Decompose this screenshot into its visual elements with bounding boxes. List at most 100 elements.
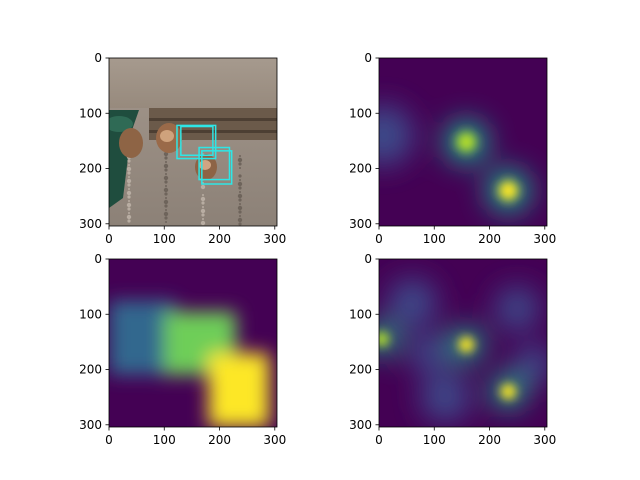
detection-box (176, 124, 217, 160)
x-tick-label: 200 (208, 232, 231, 246)
heatmap-peak (500, 383, 517, 400)
photo-gravel (201, 201, 205, 205)
y-tick-label: 200 (349, 162, 372, 176)
heatmap-peak (498, 180, 519, 201)
photo-gravel (164, 204, 168, 208)
heatmap-peak (456, 132, 477, 152)
photo-gravel (239, 155, 241, 157)
axes-frame (108, 57, 278, 227)
x-tick-label: 300 (263, 433, 286, 447)
photo-gravel (238, 174, 242, 178)
x-tick-label: 300 (263, 232, 286, 246)
photo-gravel (200, 196, 206, 202)
photo-gravel (164, 192, 168, 196)
y-tick-label: 300 (79, 217, 102, 231)
photo-gravel (165, 221, 167, 223)
detection-box (198, 146, 231, 181)
x-tick-label: 300 (533, 232, 556, 246)
heatmap-blob (409, 333, 449, 373)
heatmap-peak (458, 336, 475, 353)
y-tick-label: 300 (79, 418, 102, 432)
detection-box (201, 150, 233, 185)
photo-gravel (164, 180, 168, 184)
photo-gravel (239, 167, 241, 169)
photo-gravel (165, 197, 167, 199)
axes-frame (378, 57, 548, 227)
axes-frame (378, 258, 548, 428)
photo-quail-chest (199, 160, 211, 170)
heatmap-region (208, 352, 270, 427)
x-tick-label: 300 (533, 433, 556, 447)
detection-box (180, 125, 214, 157)
heatmap-blob (514, 344, 547, 384)
photo-gravel (126, 214, 132, 220)
y-tick-label: 100 (349, 106, 372, 120)
y-tick-label: 0 (94, 252, 102, 266)
photo-gravel (126, 202, 132, 208)
x-tick-label: 200 (478, 433, 501, 447)
photo-gravel (238, 210, 242, 214)
heatmap-peak (379, 331, 390, 347)
photo-wall (109, 58, 277, 108)
photo-gravel (127, 195, 131, 199)
photo-gravel (239, 179, 241, 181)
x-tick-label: 200 (478, 232, 501, 246)
photo-gravel (200, 184, 206, 190)
heatmap-blob (387, 278, 438, 329)
y-tick-label: 200 (349, 363, 372, 377)
photo-gravel (202, 218, 204, 220)
photo-gravel (200, 208, 206, 214)
photo-gravel (239, 191, 241, 193)
photo-gravel (237, 217, 243, 223)
y-tick-label: 0 (364, 51, 372, 65)
heatmap-blob (495, 286, 540, 331)
photo-gravel (127, 207, 131, 211)
photo-gravel (128, 188, 130, 190)
photo-gravel (200, 220, 206, 226)
x-tick-label: 200 (208, 433, 231, 447)
photo-gravel (165, 161, 167, 163)
photo-gravel (163, 175, 169, 181)
photo-gravel (163, 187, 169, 193)
photo-gravel (164, 168, 168, 172)
photo-gravel (237, 181, 243, 187)
axes-frame (108, 258, 278, 428)
y-tick-label: 0 (364, 252, 372, 266)
x-tick-label: 0 (375, 232, 383, 246)
photo-gravel (126, 166, 132, 172)
y-tick-label: 100 (79, 307, 102, 321)
y-tick-label: 200 (79, 363, 102, 377)
photo-gravel (163, 151, 169, 157)
photo-gravel (239, 203, 241, 205)
photo-gravel (237, 193, 243, 199)
photo-gravel (163, 163, 169, 169)
photo-wood-gap (149, 118, 277, 121)
y-tick-label: 100 (79, 106, 102, 120)
photo-gravel (201, 213, 205, 217)
photo-gravel (202, 206, 204, 208)
photo-gravel (165, 173, 167, 175)
y-tick-label: 200 (79, 162, 102, 176)
image-3 (109, 259, 277, 427)
image-2 (379, 58, 547, 226)
x-tick-label: 0 (375, 433, 383, 447)
photo-gravel (238, 222, 242, 226)
y-tick-label: 300 (349, 217, 372, 231)
photo-gravel (164, 156, 168, 160)
image-4 (379, 259, 547, 427)
photo-gravel (163, 199, 169, 205)
heatmap-blob (420, 372, 471, 423)
photo-gravel (165, 209, 167, 211)
photo-gravel (127, 171, 131, 175)
x-tick-label: 100 (153, 232, 176, 246)
x-tick-label: 0 (105, 433, 113, 447)
photo-gravel (238, 162, 242, 166)
photo-quail-chest (160, 130, 174, 142)
x-tick-label: 100 (423, 433, 446, 447)
photo-gravel (165, 185, 167, 187)
